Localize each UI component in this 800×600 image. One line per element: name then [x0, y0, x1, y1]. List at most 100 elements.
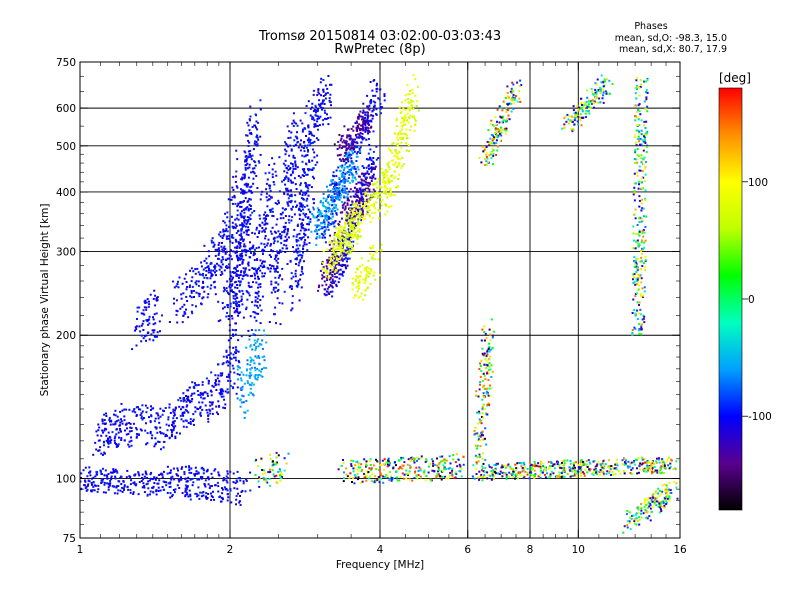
data-point [231, 221, 234, 224]
data-point [251, 231, 254, 234]
data-point [533, 462, 536, 465]
data-point [114, 470, 116, 473]
data-point [559, 472, 562, 475]
data-point [144, 472, 147, 475]
data-point [173, 427, 175, 429]
data-point [312, 208, 315, 211]
data-point [331, 268, 333, 271]
data-point [402, 163, 405, 166]
data-point [343, 181, 346, 184]
data-point [331, 278, 334, 281]
data-point [259, 285, 262, 288]
data-point [192, 270, 195, 273]
data-point [252, 171, 255, 174]
data-point [338, 146, 341, 149]
data-point [355, 141, 358, 144]
data-point [318, 235, 321, 237]
data-point [639, 462, 642, 465]
data-point [361, 198, 364, 201]
data-point [274, 281, 277, 284]
data-point [512, 470, 515, 473]
data-point [329, 101, 332, 104]
data-point [331, 207, 334, 210]
data-point [293, 228, 296, 231]
data-point [307, 126, 310, 129]
data-point [387, 193, 390, 196]
data-point [404, 123, 407, 126]
data-point [217, 485, 220, 488]
data-point [357, 230, 360, 233]
data-point [190, 267, 193, 270]
data-point [370, 170, 373, 173]
data-point [352, 460, 355, 462]
data-point [361, 298, 364, 301]
data-point [341, 246, 344, 249]
data-point [238, 254, 241, 257]
data-point [404, 116, 407, 119]
data-point [341, 244, 344, 247]
data-point [253, 339, 256, 342]
data-point [256, 301, 259, 304]
data-point [179, 307, 182, 310]
data-point [250, 185, 253, 188]
data-point [226, 472, 229, 475]
data-point [231, 196, 234, 199]
data-point [226, 267, 229, 270]
data-point [257, 138, 260, 141]
data-point [436, 457, 438, 460]
data-point [215, 383, 218, 386]
data-point [178, 480, 181, 483]
data-point [240, 300, 243, 302]
data-point [384, 169, 387, 172]
data-point [135, 433, 138, 435]
data-point [506, 475, 509, 478]
data-point [291, 170, 294, 173]
data-point [206, 266, 209, 269]
data-point [533, 475, 536, 478]
data-point [358, 147, 361, 150]
data-point [129, 426, 132, 429]
data-point [348, 173, 351, 176]
data-point [389, 189, 392, 191]
data-point [365, 463, 367, 466]
data-point [245, 182, 248, 185]
data-point [354, 234, 357, 237]
data-point [266, 266, 269, 269]
data-point [251, 274, 254, 277]
data-point [347, 246, 350, 249]
data-point [335, 212, 338, 215]
data-point [272, 288, 275, 291]
data-point [400, 147, 403, 149]
data-point [265, 192, 268, 195]
data-point [239, 504, 242, 506]
data-point [354, 464, 357, 467]
data-point [295, 122, 298, 125]
data-point [235, 359, 237, 362]
data-point [623, 463, 626, 466]
data-point [661, 471, 664, 474]
data-point [167, 416, 170, 419]
data-point [185, 288, 188, 291]
data-point [398, 106, 401, 109]
data-point [262, 260, 265, 263]
data-point [447, 467, 450, 470]
data-point [346, 148, 349, 151]
data-point [140, 312, 143, 315]
data-point [156, 331, 159, 334]
data-point [154, 426, 157, 429]
data-point [574, 461, 577, 464]
data-point [405, 469, 408, 472]
data-point [353, 233, 356, 236]
data-point [225, 259, 228, 262]
data-point [317, 209, 320, 212]
data-point [309, 138, 312, 141]
data-point [192, 418, 195, 421]
data-point [352, 467, 355, 470]
data-point [217, 248, 220, 251]
data-point [314, 216, 317, 219]
data-point [333, 256, 336, 259]
data-point [185, 281, 188, 283]
data-point [296, 204, 298, 207]
data-point [435, 476, 438, 479]
data-point [387, 462, 390, 465]
